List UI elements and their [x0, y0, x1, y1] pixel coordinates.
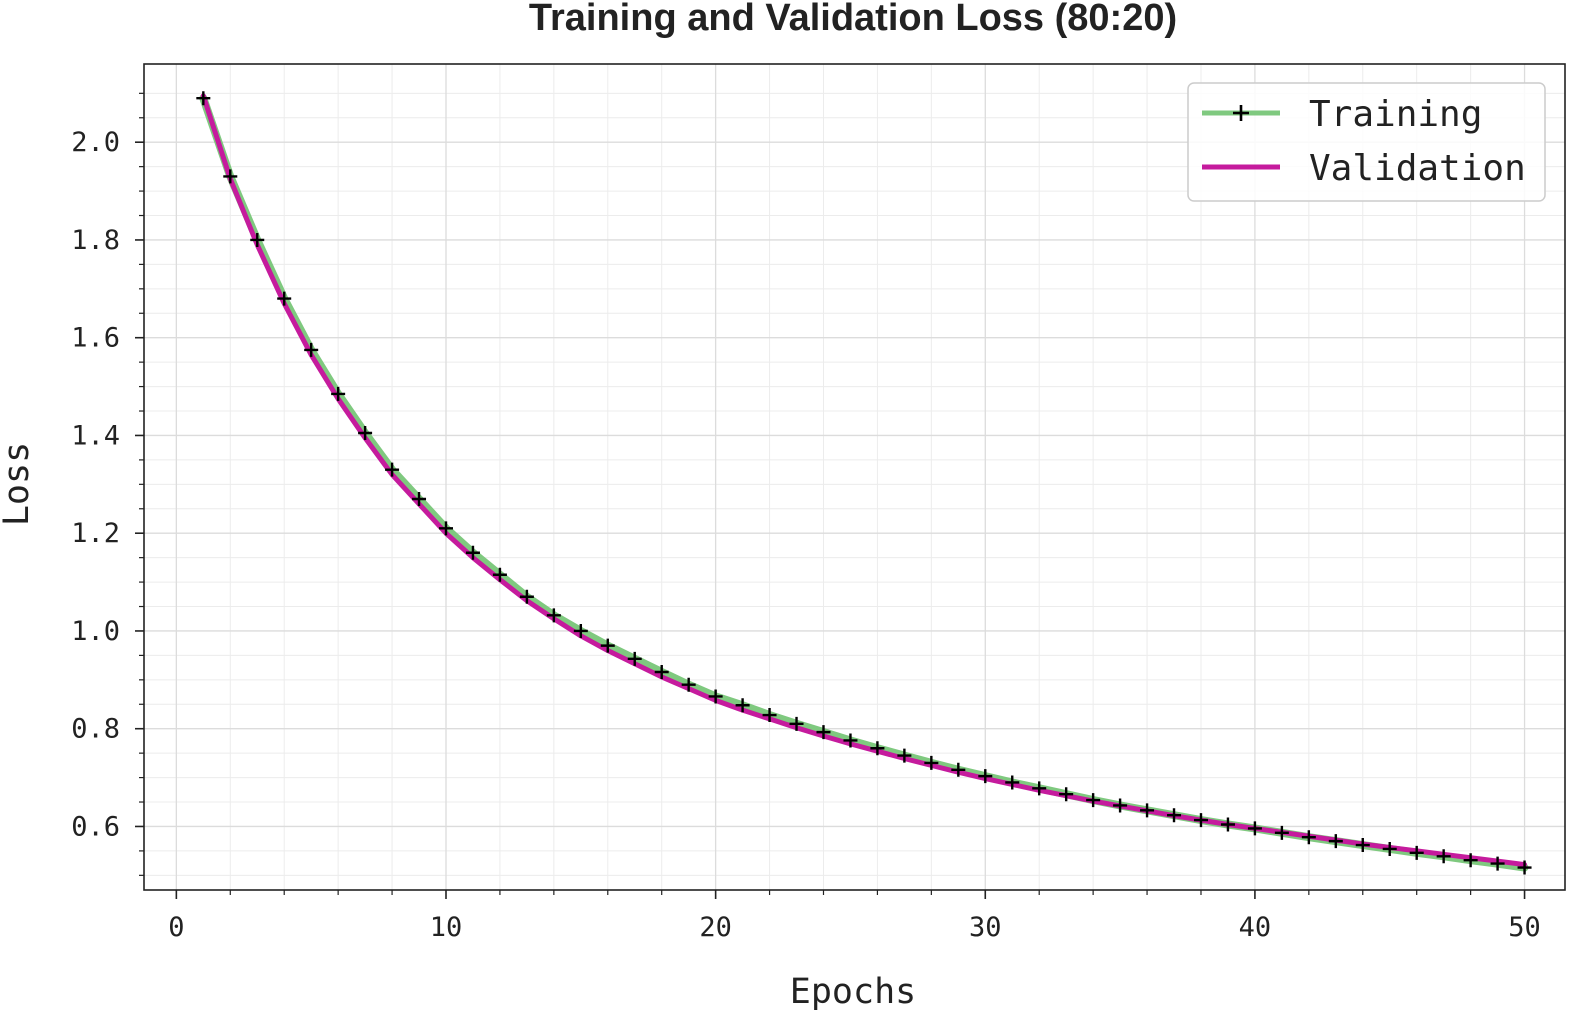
x-tick-label: 10 — [430, 912, 463, 943]
x-tick-label: 20 — [699, 912, 732, 943]
training-point-marker — [1436, 849, 1451, 864]
training-point-marker — [196, 91, 211, 106]
x-axis: 0 10 20 30 40 50 — [168, 890, 1541, 943]
legend-marker-training — [1233, 105, 1249, 121]
series-layer — [196, 91, 1532, 875]
training-point-marker — [1086, 793, 1101, 808]
training-point-marker — [1220, 817, 1235, 832]
training-point-marker — [250, 232, 265, 247]
y-tick-label: 2.0 — [71, 127, 120, 158]
training-point-marker — [951, 762, 966, 777]
series-line-validation — [200, 93, 1528, 868]
x-tick-label: 0 — [168, 912, 184, 943]
x-axis-label: Epochs — [790, 972, 916, 1012]
training-point-marker — [1247, 821, 1262, 836]
training-point-marker — [789, 716, 804, 731]
major-grid — [144, 64, 1565, 890]
training-point-marker — [735, 698, 750, 713]
y-axis-label: Loss — [0, 442, 37, 526]
y-tick-label: 1.8 — [71, 225, 120, 256]
training-point-marker — [358, 426, 373, 441]
training-point-marker — [1059, 787, 1074, 802]
y-axis: 0.6 0.8 1.0 1.2 1.4 1.6 1.8 2.0 — [71, 92, 144, 876]
y-tick-label: 1.0 — [71, 616, 120, 647]
training-point-marker — [1355, 838, 1370, 853]
y-tick-label: 1.2 — [71, 518, 120, 549]
training-point-marker — [304, 342, 319, 357]
training-point-marker — [223, 169, 238, 184]
training-point-marker — [681, 677, 696, 692]
training-point-marker — [1005, 775, 1020, 790]
training-point-marker — [897, 748, 912, 763]
training-point-marker — [492, 567, 507, 582]
training-point-marker — [627, 651, 642, 666]
training-point-marker — [708, 689, 723, 704]
y-tick-label: 1.6 — [71, 323, 120, 354]
x-tick-label: 50 — [1508, 912, 1541, 943]
training-point-marker — [843, 733, 858, 748]
x-tick-label: 40 — [1239, 912, 1272, 943]
x-tick-label: 30 — [969, 912, 1002, 943]
training-point-marker — [1113, 798, 1128, 813]
chart-title: Training and Validation Loss (80:20) — [529, 0, 1177, 39]
training-point-marker — [519, 589, 534, 604]
plot-frame — [143, 63, 1566, 891]
training-point-marker — [1301, 830, 1316, 845]
training-point-marker — [1140, 803, 1155, 818]
training-point-marker — [331, 386, 346, 401]
training-point-marker — [385, 462, 400, 477]
training-point-marker — [1167, 808, 1182, 823]
training-point-marker — [654, 665, 669, 680]
legend-label-validation: Validation — [1309, 148, 1526, 189]
legend-label-training: Training — [1309, 94, 1482, 135]
training-point-marker — [600, 638, 615, 653]
training-point-marker — [277, 291, 292, 306]
training-point-marker — [978, 769, 993, 784]
y-tick-label: 1.4 — [71, 420, 120, 451]
y-tick-label: 0.6 — [71, 811, 120, 842]
training-point-marker — [439, 521, 453, 536]
legend: Training Validation — [1187, 82, 1546, 202]
training-point-marker — [1274, 825, 1289, 840]
training-point-marker — [1490, 856, 1505, 871]
training-point-marker — [1382, 841, 1397, 856]
training-point-marker — [870, 741, 885, 756]
training-point-marker — [412, 491, 427, 506]
training-point-marker — [465, 545, 480, 560]
training-point-marker — [1463, 853, 1478, 868]
training-point-marker — [1517, 860, 1532, 875]
training-point-marker — [816, 725, 831, 740]
training-point-marker — [573, 623, 588, 638]
y-tick-label: 0.8 — [71, 714, 120, 745]
training-point-marker — [1032, 781, 1047, 796]
training-point-marker — [1193, 813, 1208, 828]
training-point-marker — [1409, 845, 1424, 860]
training-point-marker — [1328, 834, 1343, 849]
training-point-marker — [924, 755, 939, 770]
training-point-marker — [762, 708, 777, 723]
training-point-marker — [546, 608, 561, 623]
